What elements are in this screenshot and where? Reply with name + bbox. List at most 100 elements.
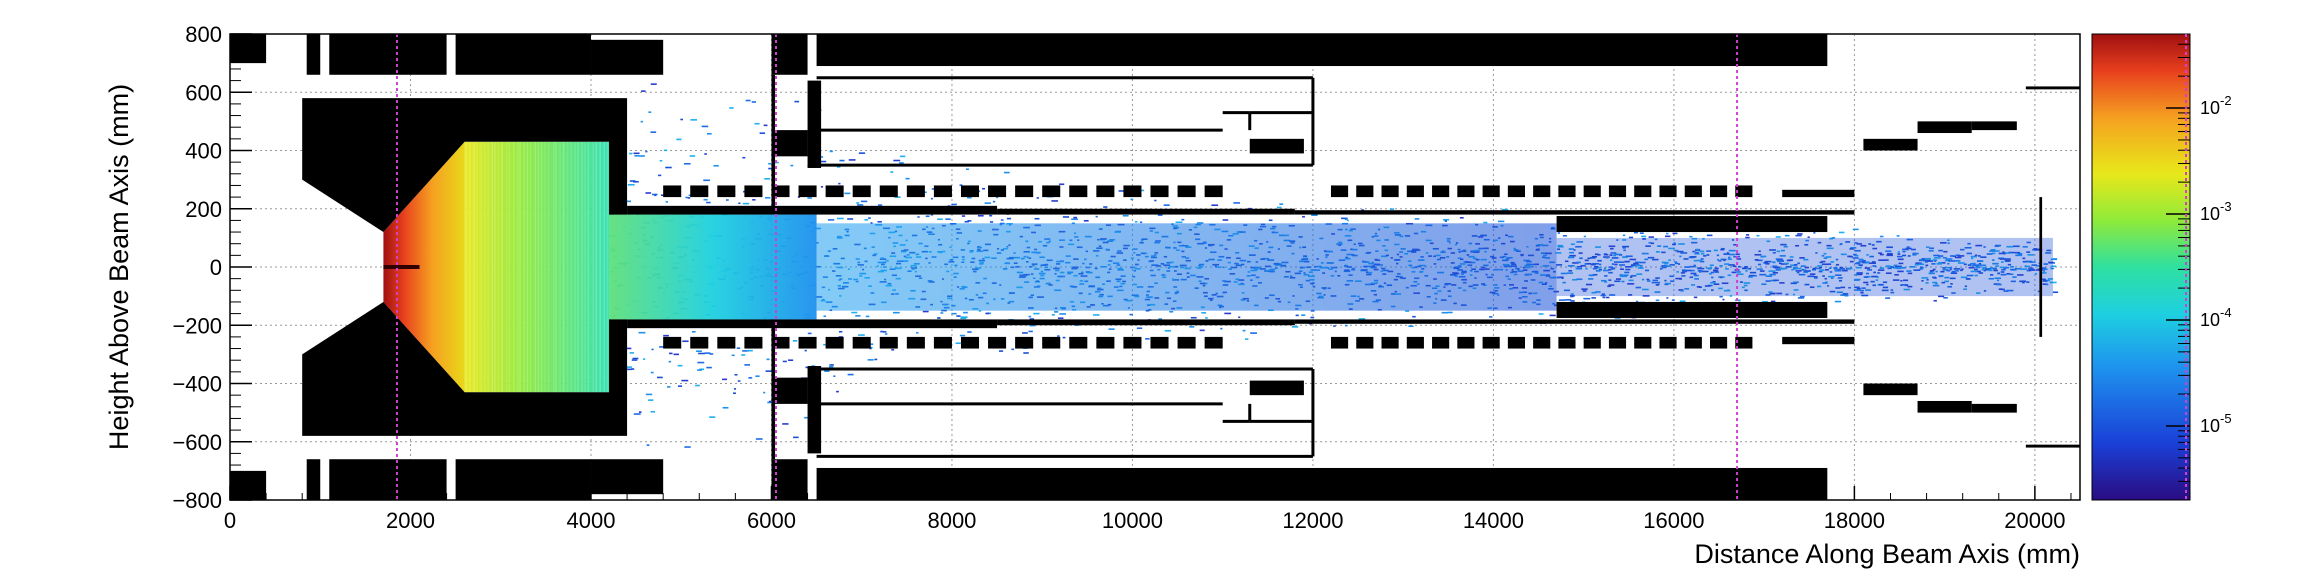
structure	[988, 185, 1007, 198]
hit-cell	[1642, 295, 1650, 297]
hit-cell	[752, 198, 756, 201]
structure	[329, 34, 447, 75]
hit-cell	[1786, 259, 1792, 262]
hit-cell	[1907, 255, 1911, 257]
hit-cell	[1976, 292, 1981, 294]
hit-cell	[1666, 232, 1669, 235]
hit-cell	[1583, 297, 1591, 300]
structure	[1659, 185, 1677, 198]
hit-cell	[1158, 318, 1163, 320]
hit-cell	[2050, 258, 2058, 261]
hit-cell	[1664, 282, 1671, 285]
hit-cell	[2028, 261, 2036, 263]
hit-cell	[1795, 267, 1802, 270]
hit-cell	[626, 366, 632, 368]
hit-cell	[1849, 260, 1854, 263]
hit-cell	[1723, 263, 1730, 265]
hit-cell	[1655, 299, 1660, 302]
hit-cell	[1989, 274, 1994, 276]
hit-cell	[1671, 299, 1675, 301]
hit-cell	[1977, 260, 1984, 262]
hit-cell	[1083, 219, 1089, 222]
hit-cell	[1860, 289, 1864, 292]
hit-cell	[1205, 317, 1208, 319]
hit-cell	[1672, 243, 1677, 246]
hit-cell	[706, 132, 712, 135]
structure	[1608, 185, 1627, 198]
hit-cell	[2014, 251, 2021, 254]
hit-cell	[1678, 289, 1684, 291]
hit-cell	[1981, 268, 1986, 271]
hit-cell	[1901, 284, 1908, 286]
structure	[663, 336, 682, 349]
hit-cell	[1103, 206, 1108, 208]
structure	[690, 185, 709, 198]
hit-cell	[1817, 285, 1822, 288]
hit-cell	[1795, 270, 1802, 272]
structure	[744, 185, 763, 198]
x-tick-label: 20000	[2004, 508, 2065, 533]
beam-core-medium	[609, 214, 817, 320]
x-tick-label: 0	[224, 508, 236, 533]
structure	[798, 185, 817, 198]
hit-cell	[1727, 274, 1732, 277]
structure	[1096, 336, 1115, 349]
hit-cell	[1975, 265, 1980, 268]
hit-cell	[1624, 271, 1630, 274]
hit-cell	[680, 118, 683, 121]
hit-cell	[754, 122, 760, 125]
hit-cell	[659, 159, 663, 162]
hit-cell	[790, 164, 794, 167]
stripe	[595, 141, 598, 393]
hit-cell	[1608, 268, 1612, 271]
hit-cell	[1994, 277, 2001, 280]
hit-cell	[1849, 248, 1854, 250]
hit-cell	[1609, 294, 1616, 296]
hit-cell	[1965, 278, 1971, 280]
structure	[1507, 336, 1525, 349]
hit-cell	[1036, 197, 1040, 199]
hit-cell	[1034, 217, 1040, 220]
hit-cell	[1748, 276, 1753, 278]
hit-cell	[706, 201, 711, 204]
hit-cell	[1118, 190, 1125, 192]
structure	[1684, 185, 1702, 198]
hit-cell	[1835, 258, 1839, 261]
hit-cell	[626, 368, 633, 371]
hit-cell	[1765, 263, 1770, 265]
hit-cell	[1796, 271, 1800, 274]
stripe	[484, 141, 486, 393]
detector-geometry	[230, 34, 2080, 500]
stripe	[497, 141, 500, 393]
hit-cell	[1000, 219, 1004, 221]
hit-cell	[1799, 257, 1805, 259]
hit-cell	[1706, 250, 1712, 252]
hit-cell	[951, 203, 957, 206]
structure	[1249, 138, 1304, 154]
hit-cell	[1733, 244, 1737, 246]
hit-cell	[1996, 283, 2002, 286]
hit-cell	[1791, 268, 1794, 271]
hit-cell	[1933, 254, 1940, 257]
hit-cell	[1967, 242, 1971, 245]
stripe	[476, 141, 478, 393]
hit-cell	[1793, 289, 1799, 291]
hit-cell	[1616, 239, 1619, 241]
hit-cell	[1989, 250, 1995, 252]
hit-cell	[1578, 252, 1583, 254]
hit-cell	[1943, 296, 1948, 299]
hit-cell	[1878, 252, 1882, 254]
stripe	[544, 141, 546, 393]
hit-cell	[1697, 270, 1703, 272]
hit-cell	[733, 392, 736, 395]
hit-cell	[648, 111, 652, 113]
hit-cell	[765, 370, 772, 372]
hit-cell	[1555, 252, 1562, 254]
hit-cell	[1803, 271, 1807, 273]
hit-cell	[1703, 255, 1707, 257]
hit-cell	[1792, 266, 1798, 269]
hit-cell	[967, 331, 972, 333]
hit-cell	[1807, 270, 1811, 272]
structure	[997, 208, 1295, 215]
hit-cell	[1876, 276, 1879, 279]
